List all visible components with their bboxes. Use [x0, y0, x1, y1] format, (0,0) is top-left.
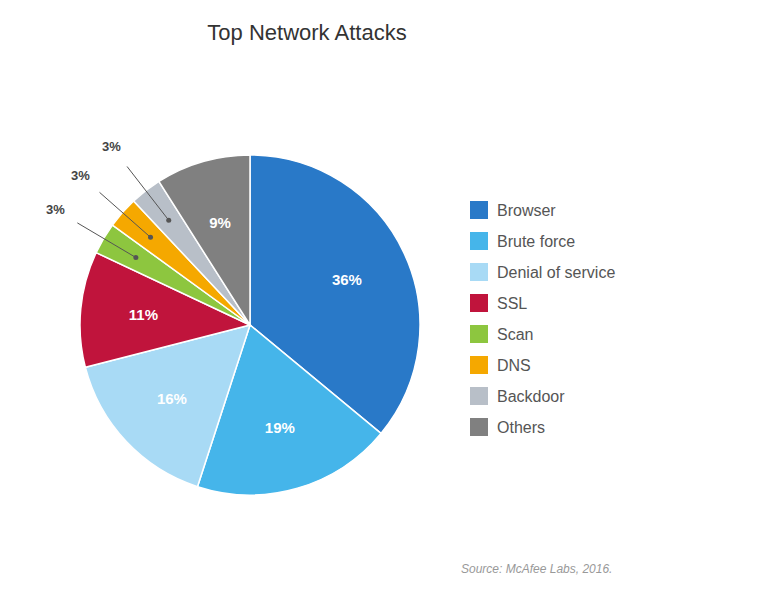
- legend-item: Scan: [470, 325, 533, 343]
- legend-swatch: [470, 263, 488, 281]
- legend-item: Others: [470, 418, 545, 436]
- legend-label: DNS: [497, 357, 531, 374]
- legend-item: Brute force: [470, 232, 575, 250]
- legend-label: Backdoor: [497, 388, 565, 405]
- data-label: 11%: [129, 306, 158, 323]
- legend-label: Others: [497, 419, 545, 436]
- legend-swatch: [470, 294, 488, 312]
- data-label: 3%: [46, 202, 65, 217]
- data-label: 16%: [157, 390, 187, 407]
- legend-label: SSL: [497, 295, 527, 312]
- label-leader: [127, 166, 169, 220]
- legend-label: Denial of service: [497, 264, 615, 281]
- chart-root: Top Network Attacks 36% 19% 16% 11% 3% 3% 3% 9% B…: [0, 0, 768, 595]
- data-label: 36%: [332, 271, 362, 288]
- legend-item: SSL: [470, 294, 527, 312]
- annotation: Source: McAfee Labs, 2016.: [461, 562, 612, 576]
- legend-swatch: [470, 418, 488, 436]
- legend-swatch: [470, 232, 488, 250]
- label-leader: [77, 223, 136, 258]
- legend-item: DNS: [470, 356, 531, 374]
- legend: Browser Brute force Denial of service SSL Sc…: [470, 201, 615, 436]
- legend-swatch: [470, 356, 488, 374]
- label-leader-dot: [148, 235, 153, 240]
- label-leader-dot: [166, 218, 171, 223]
- legend-item: Denial of service: [470, 263, 615, 281]
- legend-item: Backdoor: [470, 387, 565, 405]
- legend-label: Scan: [497, 326, 533, 343]
- legend-swatch: [470, 201, 488, 219]
- legend-label: Brute force: [497, 233, 575, 250]
- legend-swatch: [470, 387, 488, 405]
- legend-label: Browser: [497, 202, 556, 219]
- data-label: 19%: [265, 419, 295, 436]
- legend-item: Browser: [470, 201, 556, 219]
- data-label: 3%: [102, 139, 121, 154]
- label-leader: [100, 192, 151, 237]
- data-labels: 36% 19% 16% 11% 3% 3% 3% 9%: [46, 139, 362, 437]
- data-label: 9%: [209, 214, 231, 231]
- data-label: 3%: [71, 168, 90, 183]
- pie: [80, 155, 420, 495]
- chart-title: Top Network Attacks: [207, 20, 406, 45]
- label-leader-dot: [133, 255, 138, 260]
- pie-slice: [159, 155, 250, 325]
- legend-swatch: [470, 325, 488, 343]
